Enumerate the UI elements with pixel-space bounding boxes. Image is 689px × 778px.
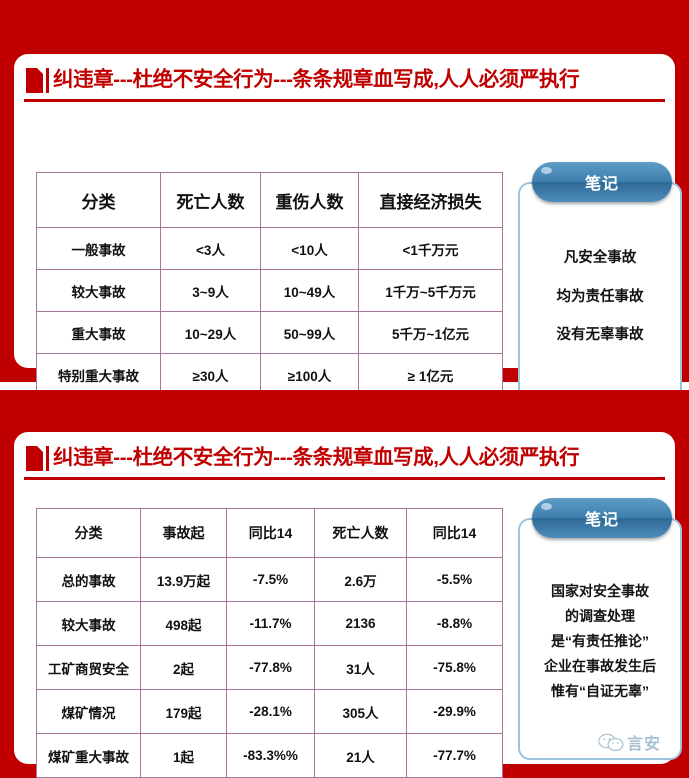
- note-pill-label: 笔记: [584, 512, 619, 529]
- table-cell: 工矿商贸安全: [36, 645, 141, 690]
- table-cell: 10~49人: [260, 269, 359, 312]
- table-cell: <10人: [260, 227, 359, 270]
- table-cell: -28.1%: [226, 689, 315, 734]
- table-cell: -77.8%: [226, 645, 315, 690]
- title-divider: [46, 68, 49, 93]
- table-cell: <3人: [160, 227, 261, 270]
- table-cell: ≥100人: [260, 353, 359, 396]
- panel-1-note-box: 笔记 凡安全事故 均为责任事故 没有无辜事故: [518, 162, 682, 408]
- note-line: 的调查处理: [565, 607, 635, 624]
- table-cell: -11.7%: [226, 601, 315, 646]
- accident-grade-table: 分类 死亡人数 重伤人数 直接经济损失 一般事故 <3人 <10人 <1千万元 …: [36, 172, 503, 396]
- panel-2-title: 纠违章---杜绝不安全行为---条条规章血写成,人人必须严执行: [53, 446, 580, 470]
- table-cell: 10~29人: [160, 311, 261, 354]
- table-header-row: 分类 死亡人数 重伤人数 直接经济损失: [36, 172, 503, 228]
- note-line: 惟有“自证无辜”: [551, 683, 649, 700]
- table-header-cell: 死亡人数: [314, 508, 407, 558]
- table-row: 较大事故 498起 -11.7% 2136 -8.8%: [36, 601, 503, 646]
- panel-2-title-row: 纠违章---杜绝不安全行为---条条规章血写成,人人必须严执行: [24, 440, 665, 480]
- note-line: 国家对安全事故: [551, 582, 649, 599]
- table-cell: 498起: [140, 601, 227, 646]
- table-cell: 179起: [140, 689, 227, 734]
- note-pill-badge: 笔记: [532, 498, 672, 538]
- note-pill-label: 笔记: [584, 176, 619, 193]
- table-header-cell: 分类: [36, 508, 141, 558]
- table-cell: 煤矿重大事故: [36, 733, 141, 778]
- panel-1-title-row: 纠违章---杜绝不安全行为---条条规章血写成,人人必须严执行: [24, 62, 665, 102]
- note-body: 凡安全事故 均为责任事故 没有无辜事故: [520, 218, 680, 376]
- table-cell: 2起: [140, 645, 227, 690]
- table-cell: -7.5%: [226, 557, 315, 602]
- note-line: 均为责任事故: [556, 288, 644, 305]
- table-cell: 305人: [314, 689, 407, 734]
- table-cell: 1千万~5千万元: [358, 269, 503, 312]
- red-flag-icon: [26, 446, 43, 471]
- table-row: 较大事故 3~9人 10~49人 1千万~5千万元: [36, 269, 503, 312]
- table-cell: -75.8%: [406, 645, 503, 690]
- table-cell: -83.3%%: [226, 733, 315, 778]
- table-header-cell: 分类: [36, 172, 161, 228]
- table-cell: 5千万~1亿元: [358, 311, 503, 354]
- table-cell: 较大事故: [36, 601, 141, 646]
- table-cell: 特别重大事故: [36, 353, 161, 396]
- table-header-cell: 同比14: [226, 508, 315, 558]
- table-header-row: 分类 事故起 同比14 死亡人数 同比14: [36, 508, 503, 558]
- table-cell: 2136: [314, 601, 407, 646]
- table-cell: 31人: [314, 645, 407, 690]
- table-row: 总的事故 13.9万起 -7.5% 2.6万 -5.5%: [36, 557, 503, 602]
- table-header-cell: 事故起: [140, 508, 227, 558]
- note-line: 没有无辜事故: [556, 327, 644, 344]
- table-cell: -29.9%: [406, 689, 503, 734]
- panel-2-note-box: 笔记 国家对安全事故 的调查处理 是“有责任推论” 企业在事故发生后 惟有“自证…: [518, 498, 682, 760]
- table-cell: 重大事故: [36, 311, 161, 354]
- table-header-cell: 直接经济损失: [358, 172, 503, 228]
- table-header-cell: 重伤人数: [260, 172, 359, 228]
- panel-1-card: 纠违章---杜绝不安全行为---条条规章血写成,人人必须严执行 分类 死亡人数 …: [14, 54, 682, 413]
- table-row: 一般事故 <3人 <10人 <1千万元: [36, 227, 503, 270]
- table-cell: -8.8%: [406, 601, 503, 646]
- table-cell: 总的事故: [36, 557, 141, 602]
- panel-2-card: 纠违章---杜绝不安全行为---条条规章血写成,人人必须严执行 分类 事故起 同…: [14, 432, 682, 778]
- table-cell: 较大事故: [36, 269, 161, 312]
- table-cell: 1起: [140, 733, 227, 778]
- table-row: 特别重大事故 ≥30人 ≥100人 ≥ 1亿元: [36, 353, 503, 396]
- table-cell: -5.5%: [406, 557, 503, 602]
- table-cell: 21人: [314, 733, 407, 778]
- table-cell: ≥30人: [160, 353, 261, 396]
- table-cell: 13.9万起: [140, 557, 227, 602]
- note-line: 企业在事故发生后: [544, 658, 656, 675]
- table-cell: 3~9人: [160, 269, 261, 312]
- table-row: 重大事故 10~29人 50~99人 5千万~1亿元: [36, 311, 503, 354]
- accident-statistics-table: 分类 事故起 同比14 死亡人数 同比14 总的事故 13.9万起 -7.5% …: [36, 508, 503, 778]
- panel-1-title: 纠违章---杜绝不安全行为---条条规章血写成,人人必须严执行: [53, 68, 580, 92]
- note-pill-badge: 笔记: [532, 162, 672, 202]
- table-cell: 50~99人: [260, 311, 359, 354]
- red-flag-icon: [26, 68, 43, 93]
- table-cell: 2.6万: [314, 557, 407, 602]
- table-cell: -77.7%: [406, 733, 503, 778]
- table-header-cell: 同比14: [406, 508, 503, 558]
- table-cell: 一般事故: [36, 227, 161, 270]
- table-header-cell: 死亡人数: [160, 172, 261, 228]
- table-row: 煤矿情况 179起 -28.1% 305人 -29.9%: [36, 689, 503, 734]
- note-line: 是“有责任推论”: [551, 632, 649, 649]
- note-body: 国家对安全事故 的调查处理 是“有责任推论” 企业在事故发生后 惟有“自证无辜”: [520, 554, 680, 728]
- table-row: 煤矿重大事故 1起 -83.3%% 21人 -77.7%: [36, 733, 503, 778]
- table-row: 工矿商贸安全 2起 -77.8% 31人 -75.8%: [36, 645, 503, 690]
- table-cell: 煤矿情况: [36, 689, 141, 734]
- title-divider: [46, 446, 49, 471]
- note-line: 凡安全事故: [563, 249, 637, 266]
- table-cell: <1千万元: [358, 227, 503, 270]
